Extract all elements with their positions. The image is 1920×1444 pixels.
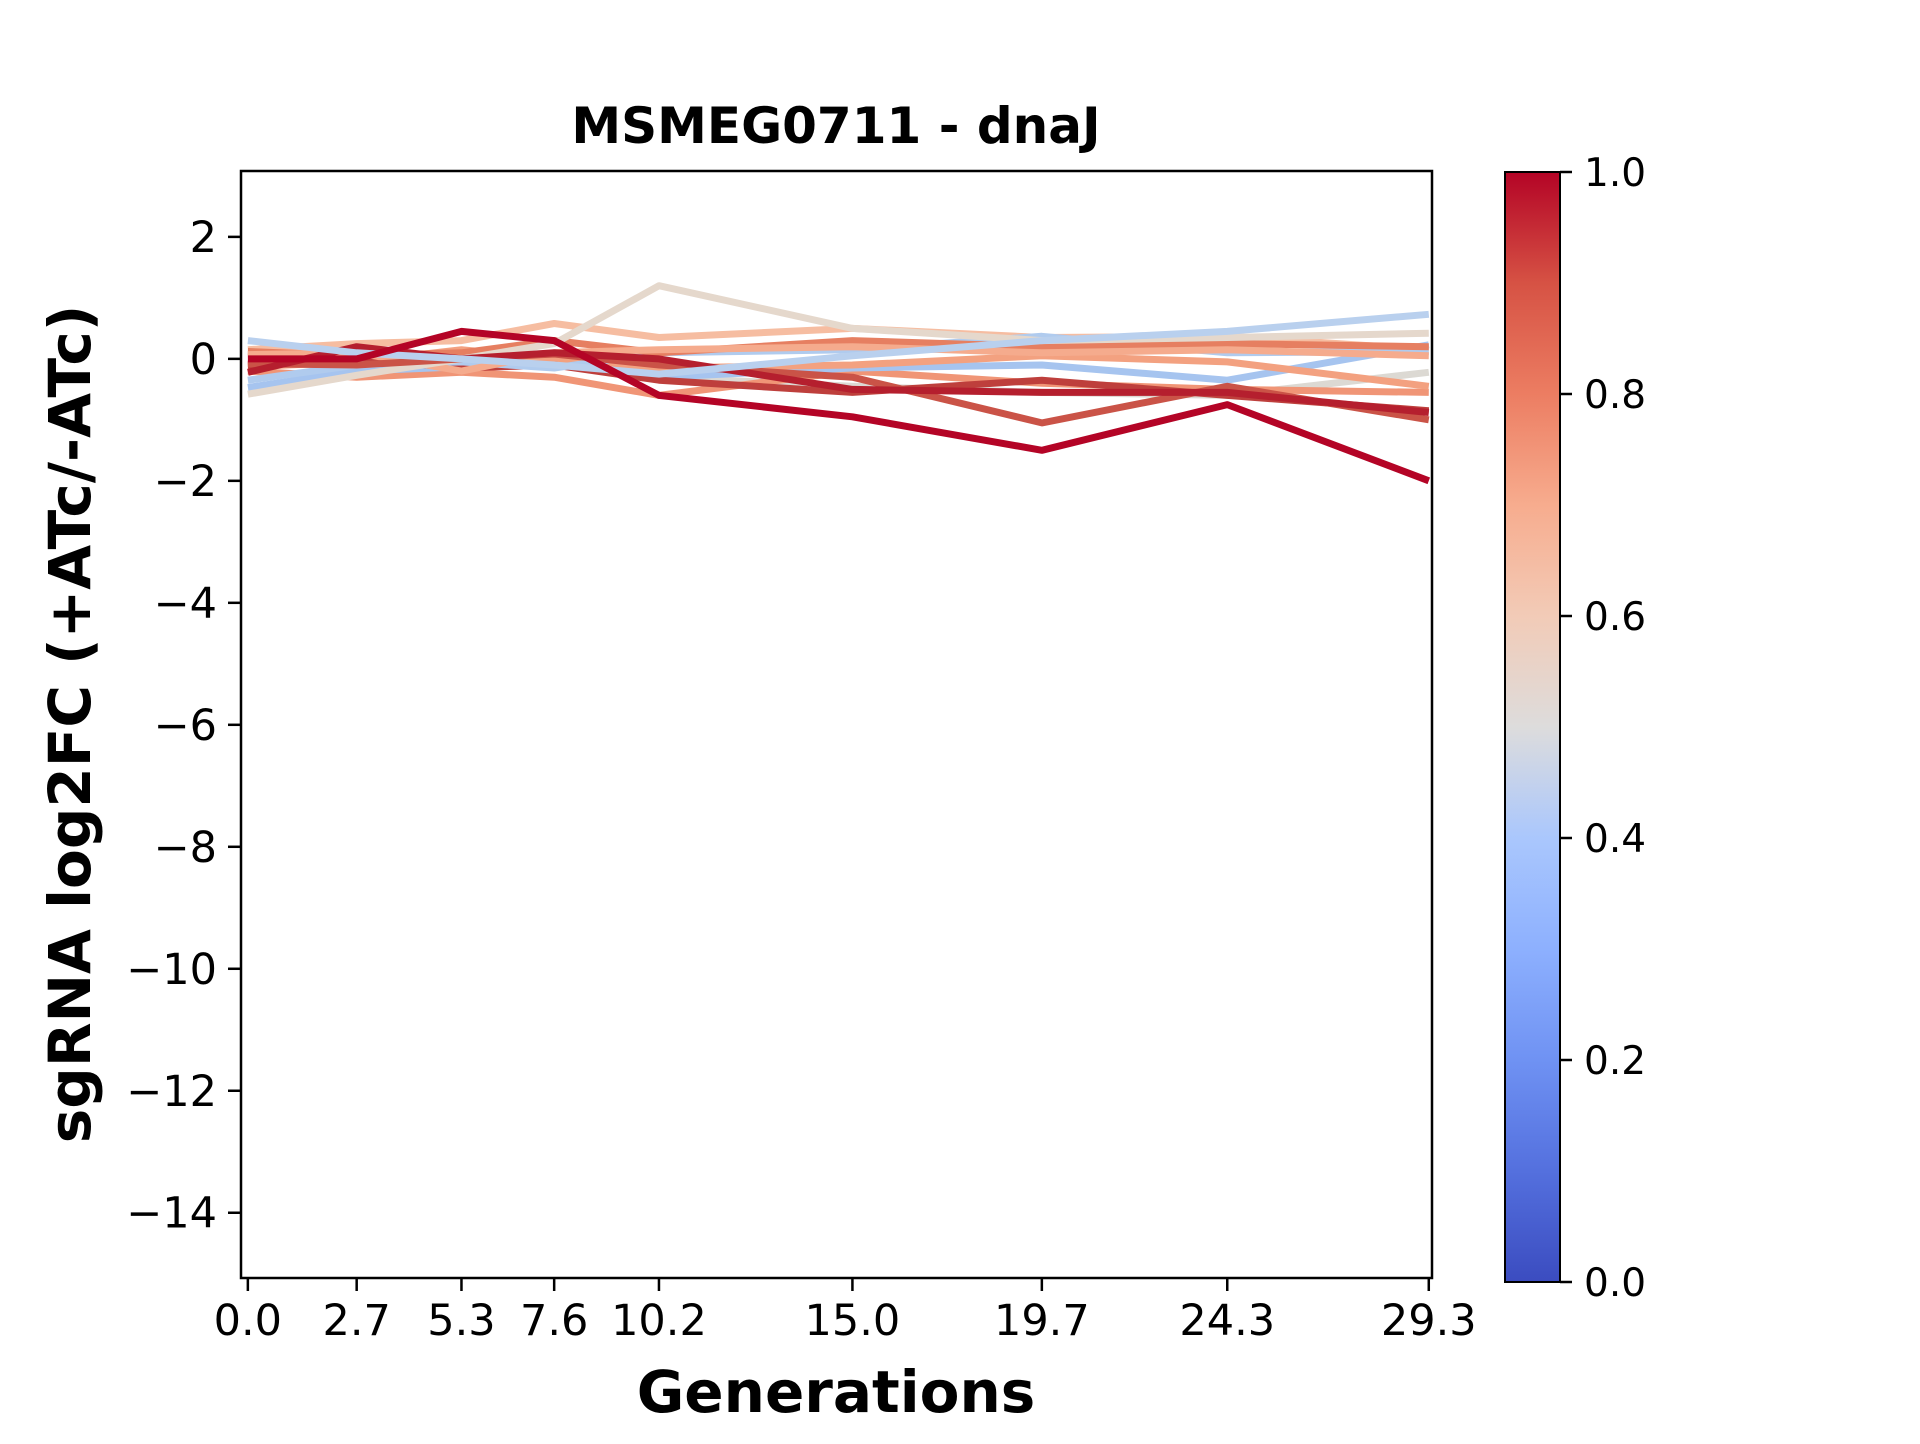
y-tick-label: −4 xyxy=(154,579,217,629)
y-tick-label: −6 xyxy=(154,701,217,751)
series-sgRNA-09 xyxy=(247,343,1429,375)
series-sgRNA-14 xyxy=(247,327,1431,485)
series-sgRNA-13 xyxy=(247,310,1430,378)
y-axis-label: sgRNA log2FC (+ATc/-ATc) xyxy=(36,305,104,1143)
y-tick-label: −14 xyxy=(126,1189,217,1239)
x-tick-label: 29.3 xyxy=(1381,1296,1477,1346)
x-tick-label: 2.7 xyxy=(322,1296,390,1346)
chart-title: MSMEG0711 - dnaJ xyxy=(571,97,1100,155)
colorbar-tick-label: 1.0 xyxy=(1584,151,1646,196)
y-tick-label: −8 xyxy=(154,823,217,873)
data-lines xyxy=(247,282,1431,485)
colorbar-tick-label: 0.8 xyxy=(1584,373,1646,418)
y-tick-label: 2 xyxy=(190,213,217,263)
axes-border xyxy=(239,169,1434,1280)
colorbar-tick-label: 0.2 xyxy=(1584,1039,1646,1084)
colorbar-tick-label: 0.6 xyxy=(1584,595,1646,640)
x-tick-label: 19.7 xyxy=(994,1296,1090,1346)
colorbar-tick-label: 0.4 xyxy=(1584,817,1646,862)
series-sgRNA-11 xyxy=(247,350,1430,427)
y-tick-label: −10 xyxy=(126,945,217,995)
x-tick-label: 15.0 xyxy=(805,1296,901,1346)
colorbar xyxy=(1504,171,1561,1283)
y-tick-label: −2 xyxy=(154,457,217,507)
series-sgRNA-10 xyxy=(247,282,1429,398)
axis-ticks: 0.0 2.7 5.3 7.6 10.2 15.0 19.7 24.3 29.3 2 0 −2 −4 −6… xyxy=(126,213,1476,1346)
y-tick-label: −12 xyxy=(126,1067,217,1117)
colorbar-ticks: 0.0 0.2 0.4 0.6 0.8 1.0 xyxy=(1560,151,1646,1306)
y-tick-label: 0 xyxy=(190,335,217,385)
x-tick-label: 10.2 xyxy=(611,1296,707,1346)
x-tick-label: 5.3 xyxy=(427,1296,495,1346)
x-tick-label: 7.6 xyxy=(520,1296,588,1346)
colorbar-tick-label: 0.0 xyxy=(1584,1261,1646,1306)
x-tick-label: 24.3 xyxy=(1179,1296,1275,1346)
x-axis-label: Generations xyxy=(637,1358,1036,1426)
x-tick-label: 0.0 xyxy=(214,1296,282,1346)
